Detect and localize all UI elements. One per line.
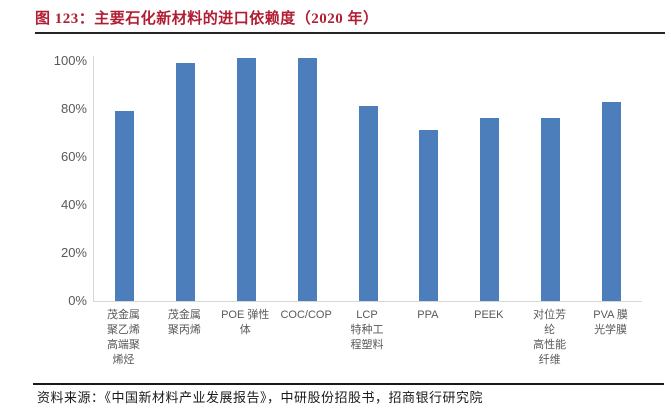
- bar-slot-3: [216, 56, 277, 301]
- bar-slot-7: [459, 56, 520, 301]
- x-axis-label: PPA: [417, 309, 439, 321]
- bar: [480, 118, 500, 301]
- y-axis-tick-label: 40%: [60, 197, 87, 212]
- bar: [602, 102, 622, 301]
- x-axis-label: 茂金属 聚乙烯 高端聚 烯烃: [106, 309, 140, 366]
- x-axis-label: COC/COP: [280, 309, 332, 321]
- bar: [175, 63, 195, 301]
- y-axis-tick-label: 60%: [60, 149, 87, 164]
- x-axis-label: PVA 膜 光学膜: [593, 309, 628, 336]
- bar-slot-9: [581, 56, 642, 301]
- bar-slot-4: [277, 56, 338, 301]
- x-axis-label: POE 弹性 体: [221, 309, 270, 336]
- y-axis: 0% 20% 40% 60% 80% 100%: [30, 53, 87, 308]
- bar: [358, 106, 378, 301]
- bar-slot-2: [155, 56, 216, 301]
- x-axis-label: PEEK: [474, 309, 504, 321]
- y-axis-tick-label: 20%: [60, 245, 87, 260]
- y-axis-tick-label: 80%: [60, 101, 87, 116]
- x-axis-label: LCP 特种工 程塑料: [350, 309, 384, 351]
- bar-slot-1: [94, 56, 155, 301]
- bar: [297, 58, 317, 301]
- bar: [541, 118, 561, 301]
- y-axis-tick-label: 0%: [68, 293, 87, 308]
- x-axis: 茂金属 聚乙烯 高端聚 烯烃 茂金属 聚丙烯 POE 弹性 体 COC/COP LCP …: [93, 308, 641, 368]
- bar-slot-6: [398, 56, 459, 301]
- footer-divider: [33, 383, 664, 385]
- x-axis-label: 对位芳 纶 高性能 纤维: [533, 309, 567, 366]
- x-axis-label: 茂金属 聚丙烯: [167, 309, 201, 336]
- bar: [236, 58, 256, 301]
- bar: [419, 130, 439, 301]
- title-divider: [35, 32, 665, 34]
- source-note: 资料来源：《中国新材料产业发展报告》，中研股份招股书，招商银行研究院: [37, 390, 484, 405]
- bar-slot-5: [338, 56, 399, 301]
- bar: [114, 111, 134, 301]
- bar-chart: 0% 20% 40% 60% 80% 100% 茂金属 聚乙烯 高端聚 烯烃 茂金属 聚丙烯…: [30, 53, 642, 368]
- plot-area: [93, 56, 642, 302]
- y-axis-tick-label: 100%: [53, 53, 87, 68]
- figure-title: 图 123：主要石化新材料的进口依赖度（2020 年）: [35, 11, 379, 27]
- bar-slot-8: [520, 56, 581, 301]
